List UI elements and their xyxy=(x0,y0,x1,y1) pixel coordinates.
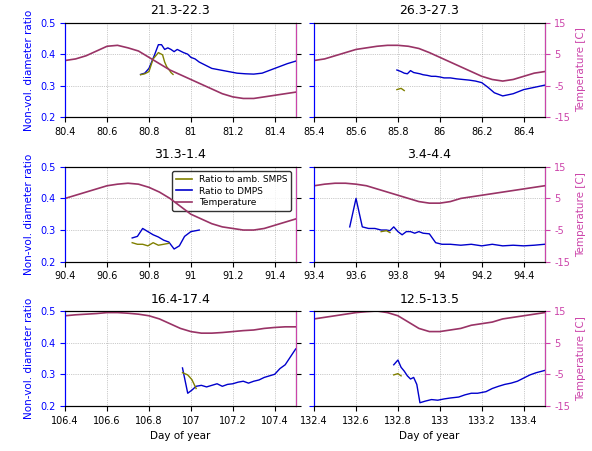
Title: 21.3-22.3: 21.3-22.3 xyxy=(150,4,210,17)
Y-axis label: Temperature [C]: Temperature [C] xyxy=(576,316,586,401)
X-axis label: Day of year: Day of year xyxy=(399,431,459,441)
Y-axis label: Non-vol. diameter ratio: Non-vol. diameter ratio xyxy=(24,9,34,131)
Title: 31.3-1.4: 31.3-1.4 xyxy=(155,148,207,161)
Title: 12.5-13.5: 12.5-13.5 xyxy=(400,293,459,306)
X-axis label: Day of year: Day of year xyxy=(150,431,211,441)
Y-axis label: Temperature [C]: Temperature [C] xyxy=(576,28,586,112)
Y-axis label: Non-vol. diameter ratio: Non-vol. diameter ratio xyxy=(24,298,34,419)
Legend: Ratio to amb. SMPS, Ratio to DMPS, Temperature: Ratio to amb. SMPS, Ratio to DMPS, Tempe… xyxy=(172,171,291,211)
Y-axis label: Temperature [C]: Temperature [C] xyxy=(576,172,586,257)
Title: 16.4-17.4: 16.4-17.4 xyxy=(150,293,210,306)
Y-axis label: Non-vol. diameter ratio: Non-vol. diameter ratio xyxy=(24,154,34,275)
Title: 3.4-4.4: 3.4-4.4 xyxy=(407,148,451,161)
Title: 26.3-27.3: 26.3-27.3 xyxy=(400,4,459,17)
